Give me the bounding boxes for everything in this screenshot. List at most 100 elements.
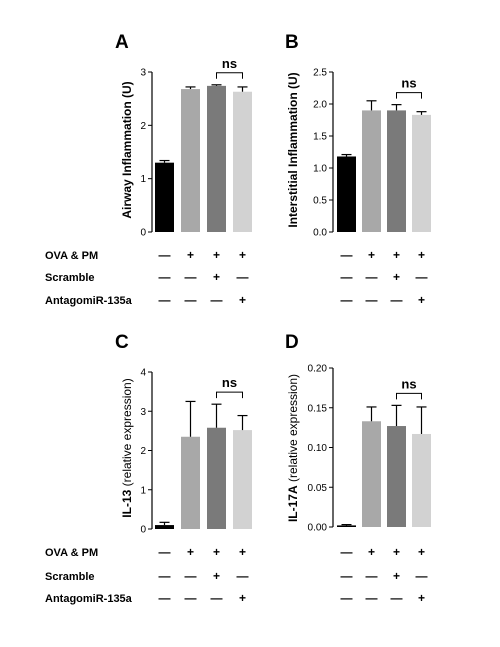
panel-b-treatment-sign: — [391,293,403,307]
panel-c-treatment-sign: — [159,545,171,559]
treatment-label-scramble-bottom: Scramble [45,571,95,583]
panel-A: A Airway Inflammation (U) 0 1 2 3 ns [115,32,252,239]
treatment-label-ova-pm-bottom: OVA & PM [45,547,98,559]
panel-B-y-axis-title: Interstitial Inflammation (U) [286,72,300,227]
panel-b-y-tick-label: 1.5 [313,132,327,143]
panel-b-y-tick-label: 0.0 [313,228,327,239]
panel-d-y-tick-label: 0.15 [308,403,328,414]
panel-a-significance-label: ns [222,56,237,71]
treatment-table-bottom: OVA & PM Scramble AntagomiR-135a [45,547,133,605]
panel-c-bar-4 [233,430,252,529]
treatment-label-antagomir-bottom: AntagomiR-135a [45,593,133,605]
panel-a-treatment-sign: — [185,270,197,284]
panel-d-treatment-sign: — [341,591,353,605]
panel-d-treatment-sign: — [341,569,353,583]
panel-D-bars: ns [337,376,431,527]
panel-c-y-tick-label: 0 [140,525,146,536]
panel-c-treatment-sign: + [239,591,246,605]
panel-a-treatment-sign: + [187,248,194,262]
panel-B-label: B [285,32,299,53]
treatment-table-top: OVA & PM Scramble AntagomiR-135a [45,250,133,307]
panel-b-treatment-sign: — [416,270,428,284]
treatment-signs: — + + + — — + — — — — + — + + + — — + — — — — + — + + + — — + — — — — + — + + +… [159,248,428,605]
panel-b-treatment-sign: — [341,293,353,307]
panel-d-treatment-sign: — [416,569,428,583]
panel-b-treatment-sign: — [341,270,353,284]
panel-b-significance-label: ns [401,76,416,91]
panel-b-y-tick-label: 2.0 [313,100,327,111]
panel-c-treatment-sign: — [185,591,197,605]
panel-a-treatment-sign: — [185,293,197,307]
panel-a-treatment-sign: — [211,293,223,307]
panel-c-treatment-sign: — [185,569,197,583]
panel-a-treatment-sign: — [159,270,171,284]
panel-B-bars: ns [337,76,431,232]
panel-a-bar-2 [181,89,200,232]
panel-d-significance-label: ns [401,376,416,391]
panel-b-bar-2 [362,110,381,232]
panel-C-bars: ns [155,375,252,529]
panel-a-treatment-sign: — [159,293,171,307]
panel-c-significance-bracket [216,391,243,399]
panel-c-treatment-sign: — [159,591,171,605]
panel-b-treatment-sign: + [368,248,375,262]
panel-C: C IL-13 (relative expression) 0 1 2 3 4 ns [115,332,252,536]
panel-b-bar-3 [387,110,406,232]
panel-d-y-tick-label: 0.05 [308,483,328,494]
panel-b-treatment-sign: + [393,270,400,284]
panel-c-treatment-sign: — [159,569,171,583]
panel-d-y-tick-label: 0.00 [308,523,328,534]
panel-A-label: A [115,32,129,53]
panel-b-y-tick-label: 2.5 [313,68,327,79]
panel-b-significance-bracket [396,92,422,99]
panel-d-treatment-sign: + [418,591,425,605]
panel-D-y-axis-title: IL-17A (relative expression) [286,374,300,522]
panel-a-bar-3 [207,85,226,232]
panel-a-y-tick-label: 2 [140,121,146,132]
panel-C-label: C [115,332,129,353]
panel-a-significance-bracket [216,72,243,79]
panel-A-axes: 0 1 2 3 [140,68,153,239]
panel-D: D IL-17A (relative expression) 0.00 0.05 0… [285,332,431,534]
panel-d-treatment-sign: + [393,545,400,559]
panel-a-bar-4 [233,91,252,232]
panel-c-treatment-sign: — [237,569,249,583]
panel-c-significance-label: ns [222,375,237,390]
panel-a-y-tick-label: 1 [140,174,146,185]
panel-D-label: D [285,332,299,353]
panel-d-treatment-sign: — [341,545,353,559]
panel-a-treatment-sign: + [239,248,246,262]
panel-b-treatment-sign: + [418,248,425,262]
panel-C-y-axis-title-rest: (relative expression) [120,378,134,489]
panel-b-treatment-sign: — [341,248,353,262]
panel-d-significance-bracket [396,392,422,400]
panel-c-treatment-sign: — [211,591,223,605]
panel-b-bar-1 [337,156,356,232]
panel-d-bar-1 [337,525,356,527]
panel-d-treatment-sign: — [366,569,378,583]
panel-d-bar-4 [412,433,431,527]
panel-c-treatment-sign: + [239,545,246,559]
panel-c-treatment-sign: + [187,545,194,559]
panel-b-treatment-sign: + [418,293,425,307]
treatment-label-scramble-top: Scramble [45,272,95,284]
panel-b-y-tick-label: 0.5 [313,196,327,207]
panel-D-y-axis-title-rest: (relative expression) [286,374,300,485]
panel-a-y-tick-label: 0 [140,228,146,239]
panel-b-treatment-sign: + [393,248,400,262]
panel-A-bars: ns [155,56,252,232]
panel-a-treatment-sign: — [159,248,171,262]
treatment-label-antagomir-top: AntagomiR-135a [45,295,133,307]
panel-c-y-tick-label: 2 [140,446,146,457]
panel-a-bar-1 [155,162,174,232]
panel-b-y-tick-label: 1.0 [313,164,327,175]
panel-d-y-tick-label: 0.10 [308,443,328,454]
panel-c-treatment-sign: + [213,569,220,583]
panel-b-treatment-sign: — [366,293,378,307]
panel-a-treatment-sign: + [213,248,220,262]
panel-C-y-axis-title: IL-13 (relative expression) [120,378,134,517]
panel-d-treatment-sign: + [368,545,375,559]
panel-d-bar-2 [362,421,381,527]
panel-d-treatment-sign: + [393,569,400,583]
panel-c-y-tick-label: 3 [140,407,146,418]
